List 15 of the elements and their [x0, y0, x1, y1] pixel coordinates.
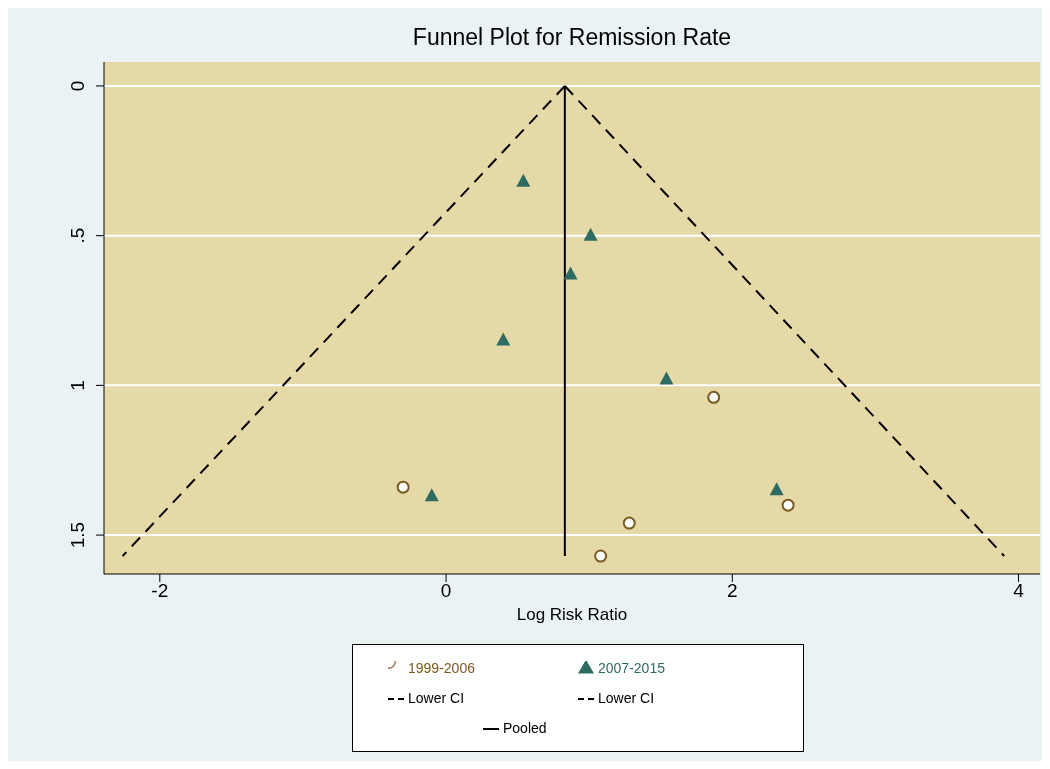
- legend-label: 1999-2006: [408, 659, 476, 678]
- x-tick-label: 0: [440, 580, 452, 602]
- y-tick-label: 1: [67, 380, 88, 391]
- x-tick-label: -2: [151, 580, 169, 602]
- y-tick-label: .5: [67, 227, 88, 244]
- chart-title: Funnel Plot for Remission Rate: [411, 24, 733, 51]
- legend-label: Lower CI: [408, 689, 466, 708]
- x-tick-label: 4: [1013, 580, 1025, 602]
- x-tick-label: 2: [727, 580, 738, 602]
- x-axis-title: Log Risk Ratio: [516, 605, 628, 624]
- y-tick-label: 1.5: [67, 521, 88, 549]
- legend-label: Pooled: [503, 719, 548, 738]
- legend-label: 2007-2015: [598, 659, 666, 678]
- legend-label: Lower CI: [598, 689, 656, 708]
- y-tick-label: 0: [67, 80, 88, 92]
